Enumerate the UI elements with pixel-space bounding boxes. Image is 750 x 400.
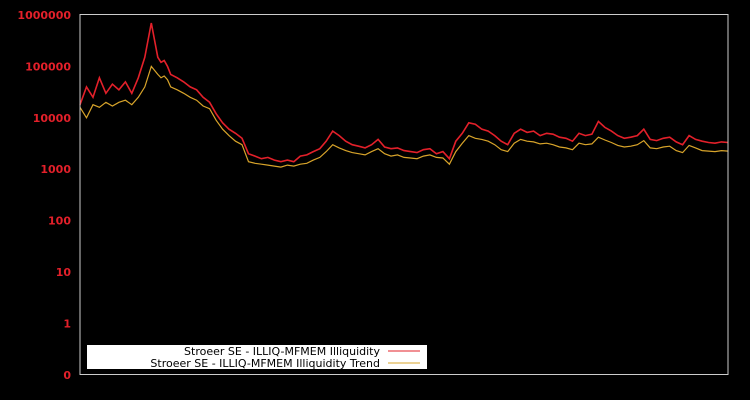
trend-line <box>79 65 729 168</box>
y-tick-label: 1000 <box>40 163 71 176</box>
legend-label-illiquidity: Stroeer SE - ILLIQ-MFMEM Illiquidity <box>184 345 380 358</box>
y-tick-label: 1000000 <box>17 9 71 22</box>
plot-lines <box>79 22 729 168</box>
plot-frame <box>79 14 729 375</box>
y-tick-label: 0 <box>63 369 71 382</box>
legend: Stroeer SE - ILLIQ-MFMEM Illiquidity Str… <box>87 345 427 370</box>
legend-label-trend: Stroeer SE - ILLIQ-MFMEM Illiquidity Tre… <box>150 357 380 370</box>
legend-box <box>87 345 427 369</box>
illiquidity-line <box>79 22 729 163</box>
y-tick-label: 1 <box>63 317 71 330</box>
y-tick-label: 100000 <box>25 60 71 73</box>
y-tick-label: 10 <box>56 266 72 279</box>
y-tick-label: 100 <box>48 215 71 228</box>
y-tick-label: 10000 <box>33 112 72 125</box>
